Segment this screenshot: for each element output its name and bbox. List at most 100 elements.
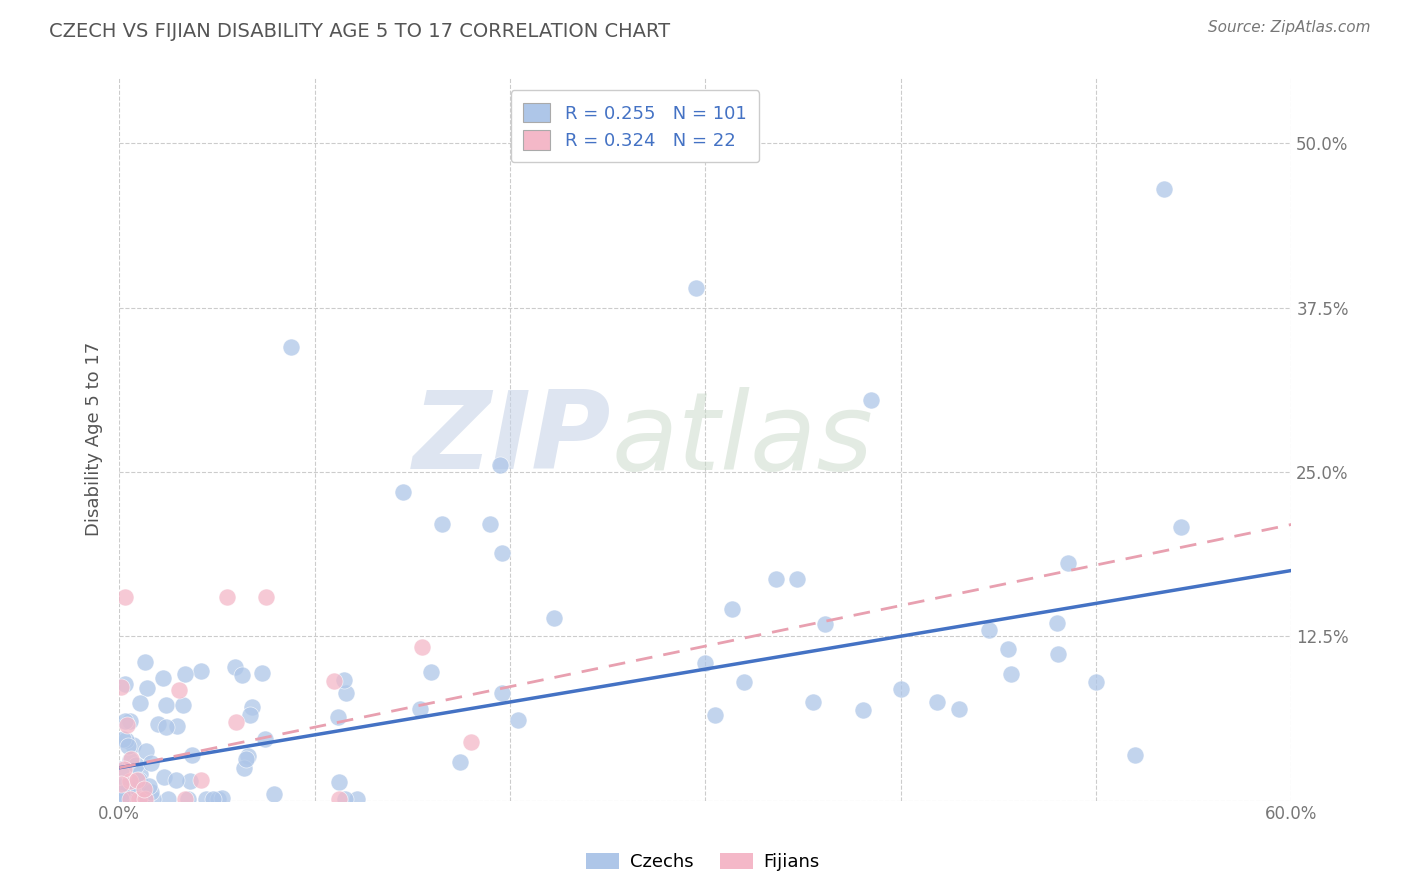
Point xyxy=(1000,667,1022,681)
Point xyxy=(420,665,443,679)
Point xyxy=(128,696,150,710)
Point xyxy=(225,715,247,730)
Point xyxy=(120,792,142,806)
Point xyxy=(190,664,212,678)
Point xyxy=(207,792,229,806)
Point xyxy=(114,677,136,691)
Point xyxy=(112,762,135,776)
Point xyxy=(118,792,141,806)
Point xyxy=(134,781,156,796)
Point xyxy=(391,484,413,499)
Point xyxy=(125,772,148,787)
Point xyxy=(489,458,512,473)
Point xyxy=(695,656,717,670)
Point xyxy=(215,590,238,604)
Point xyxy=(238,748,260,763)
Point xyxy=(125,757,148,772)
Point xyxy=(346,792,368,806)
Point xyxy=(166,719,188,733)
Point xyxy=(491,686,513,700)
Point xyxy=(328,710,350,724)
Point xyxy=(176,792,198,806)
Point xyxy=(801,695,824,709)
Point xyxy=(948,701,970,715)
Point xyxy=(1170,520,1192,534)
Text: CZECH VS FIJIAN DISABILITY AGE 5 TO 17 CORRELATION CHART: CZECH VS FIJIAN DISABILITY AGE 5 TO 17 C… xyxy=(49,22,671,41)
Point xyxy=(250,666,273,681)
Point xyxy=(1046,616,1069,631)
Point xyxy=(449,755,471,769)
Point xyxy=(1056,556,1078,570)
Point xyxy=(202,792,225,806)
Point xyxy=(280,340,302,354)
Point xyxy=(263,787,285,801)
Point xyxy=(1046,647,1069,661)
Point xyxy=(190,773,212,788)
Point xyxy=(721,602,744,616)
Point xyxy=(111,786,134,800)
Point xyxy=(127,781,149,796)
Point xyxy=(181,747,204,762)
Point xyxy=(114,590,136,604)
Point xyxy=(118,753,141,767)
Point xyxy=(139,784,162,798)
Point xyxy=(165,772,187,787)
Point xyxy=(231,668,253,682)
Point xyxy=(155,720,177,734)
Y-axis label: Disability Age 5 to 17: Disability Age 5 to 17 xyxy=(86,342,103,536)
Point xyxy=(335,686,357,700)
Point xyxy=(146,717,169,731)
Point xyxy=(156,792,179,806)
Point xyxy=(174,667,197,681)
Point xyxy=(927,695,949,709)
Point xyxy=(112,731,135,746)
Point xyxy=(328,775,350,789)
Point xyxy=(155,698,177,713)
Point xyxy=(323,673,346,688)
Point xyxy=(110,762,132,776)
Point xyxy=(152,672,174,686)
Point xyxy=(134,792,156,806)
Point xyxy=(224,660,246,674)
Point xyxy=(129,792,152,806)
Point xyxy=(167,683,190,698)
Point xyxy=(460,735,482,749)
Point xyxy=(138,779,160,793)
Point xyxy=(128,772,150,787)
Point xyxy=(239,707,262,722)
Point xyxy=(704,708,727,723)
Point xyxy=(860,392,883,407)
Point xyxy=(765,572,787,586)
Point xyxy=(1153,182,1175,196)
Point xyxy=(136,681,159,695)
Point xyxy=(139,756,162,770)
Point xyxy=(118,780,141,795)
Point xyxy=(114,714,136,728)
Legend: Czechs, Fijians: Czechs, Fijians xyxy=(579,846,827,879)
Point xyxy=(1085,675,1108,690)
Point xyxy=(211,791,233,805)
Point xyxy=(852,702,875,716)
Point xyxy=(121,738,143,752)
Point xyxy=(131,792,153,806)
Point xyxy=(120,752,142,766)
Point xyxy=(685,281,707,295)
Point xyxy=(977,623,1000,637)
Point xyxy=(134,656,156,670)
Text: atlas: atlas xyxy=(612,386,873,491)
Text: ZIP: ZIP xyxy=(413,386,612,492)
Point xyxy=(508,713,530,727)
Point xyxy=(114,732,136,747)
Point xyxy=(814,616,837,631)
Point xyxy=(110,792,132,806)
Point xyxy=(235,751,257,765)
Point xyxy=(254,590,277,604)
Point xyxy=(142,792,165,806)
Point xyxy=(110,777,132,791)
Point xyxy=(135,743,157,757)
Point xyxy=(409,701,432,715)
Point xyxy=(328,792,350,806)
Point xyxy=(153,770,176,784)
Point xyxy=(786,572,808,586)
Point xyxy=(233,761,256,775)
